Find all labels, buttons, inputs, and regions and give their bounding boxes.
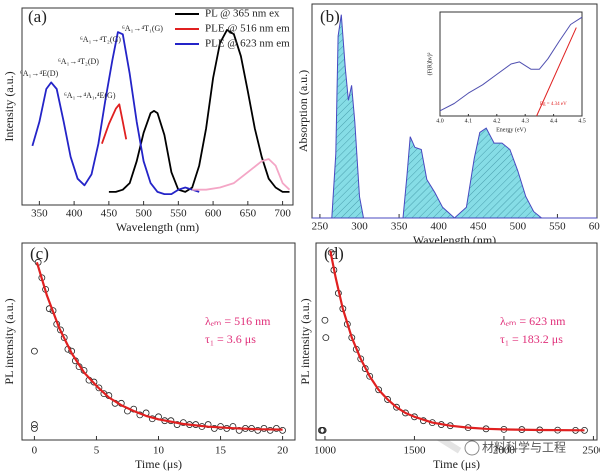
series-area	[312, 14, 597, 219]
data-point	[366, 372, 374, 380]
x-tick-label: 4.3	[521, 118, 529, 124]
data-point	[319, 426, 327, 434]
x-tick-label: 550	[170, 208, 187, 220]
x-tick-label: 2000	[493, 445, 516, 457]
annotation: Eg = 4.34 eV	[540, 102, 567, 107]
x-tick-label: 400	[66, 208, 83, 220]
data-point	[31, 347, 38, 355]
data-point	[60, 334, 68, 342]
x-tick-label: 550	[549, 221, 566, 233]
data-point	[402, 409, 409, 417]
x-tick-label: 600	[589, 221, 600, 233]
logo-text: 材料科学与工程	[482, 440, 566, 455]
data-point	[31, 421, 38, 428]
series-line	[439, 16, 583, 112]
data-point	[384, 396, 391, 403]
annotation: ⁶A₁→⁴T₂(G)	[80, 35, 121, 44]
data-point	[229, 423, 237, 430]
y-axis-title: PL intensity (a.u.)	[298, 298, 312, 384]
x-axis-title: Wavelength (nm)	[116, 220, 199, 234]
series-line	[108, 29, 290, 193]
legend-label: PL @ 365 nm ex	[205, 8, 280, 20]
x-tick-label: 4.1	[465, 118, 473, 124]
y-axis-title: PL intensity (a.u.)	[2, 298, 16, 384]
logo-icon	[464, 440, 480, 456]
series-line	[31, 31, 200, 195]
data-point	[173, 421, 181, 428]
legend-label: PLE @ 623 nm em	[205, 38, 290, 50]
series-line	[101, 103, 128, 145]
plot-frame	[315, 242, 598, 441]
data-point	[31, 425, 38, 432]
data-point	[210, 425, 218, 432]
x-tick-label: 20	[277, 445, 289, 457]
x-tick-label: 450	[101, 208, 118, 220]
y-axis-title: Intensity (a.u.)	[2, 71, 16, 141]
x-tick-label: 700	[274, 208, 291, 220]
data-point	[321, 316, 329, 324]
annotation: τ₁ = 183.2 μs	[500, 332, 563, 346]
x-tick-label: 400	[430, 221, 447, 233]
x-axis-title: Energy (eV)	[496, 126, 526, 133]
data-point	[95, 384, 103, 392]
annotation: τ₁ = 3.6 μs	[205, 332, 256, 346]
x-tick-label: 4.2	[493, 118, 501, 124]
x-tick-label: 600	[205, 208, 222, 220]
series-line	[35, 261, 283, 431]
data-point	[235, 426, 243, 434]
x-tick-label: 500	[510, 221, 527, 233]
panel-label: (b)	[320, 7, 340, 26]
x-tick-label: 250	[312, 221, 329, 233]
legend-label: PLE @ 516 nm em	[205, 23, 290, 35]
data-point	[90, 378, 98, 386]
x-tick-label: 4.0	[436, 118, 444, 124]
x-tick-label: 350	[31, 208, 48, 220]
panel-label: (c)	[30, 244, 49, 263]
annotation: ⁶A₁→⁴T₁(G)	[122, 24, 163, 33]
x-tick-label: 450	[470, 221, 487, 233]
x-axis-title: Time (μs)	[135, 457, 182, 471]
series-line	[536, 27, 577, 117]
series-line	[329, 250, 585, 432]
data-point	[357, 355, 365, 363]
x-tick-label: 4.5	[578, 118, 586, 124]
x-tick-label: 500	[135, 208, 152, 220]
series-line	[192, 158, 291, 191]
data-point	[322, 334, 330, 342]
x-tick-label: 1500	[403, 445, 426, 457]
x-tick-label: 4.4	[550, 118, 558, 124]
x-tick-label: 0	[32, 445, 38, 457]
x-tick-label: 2500	[582, 445, 600, 457]
x-tick-label: 10	[153, 445, 165, 457]
x-tick-label: 1000	[314, 445, 337, 457]
annotation: ⁶A₁→⁴E(D)	[20, 69, 58, 78]
annotation: ⁶A₁→⁴A₁,⁴E(G)	[64, 91, 116, 100]
annotation: λₑₘ = 623 nm	[500, 314, 566, 328]
x-tick-label: 650	[240, 208, 257, 220]
data-point	[393, 403, 400, 411]
plot-frame	[21, 242, 296, 441]
data-point	[100, 390, 108, 398]
annotation: ⁶A₁→⁴T₂(D)	[58, 57, 99, 66]
x-axis-title: Time (μs)	[433, 457, 480, 471]
panel-label: (a)	[28, 7, 47, 26]
data-point	[375, 386, 383, 394]
x-tick-label: 5	[94, 445, 100, 457]
x-tick-label: 15	[215, 445, 227, 457]
x-tick-label: 350	[391, 221, 408, 233]
x-tick-label: 300	[351, 221, 368, 233]
annotation: λₑₘ = 516 nm	[205, 314, 271, 328]
y-axis-title: Absorption (a.u.)	[296, 70, 310, 152]
y-axis-title: (F(R)hν)²	[426, 52, 433, 75]
